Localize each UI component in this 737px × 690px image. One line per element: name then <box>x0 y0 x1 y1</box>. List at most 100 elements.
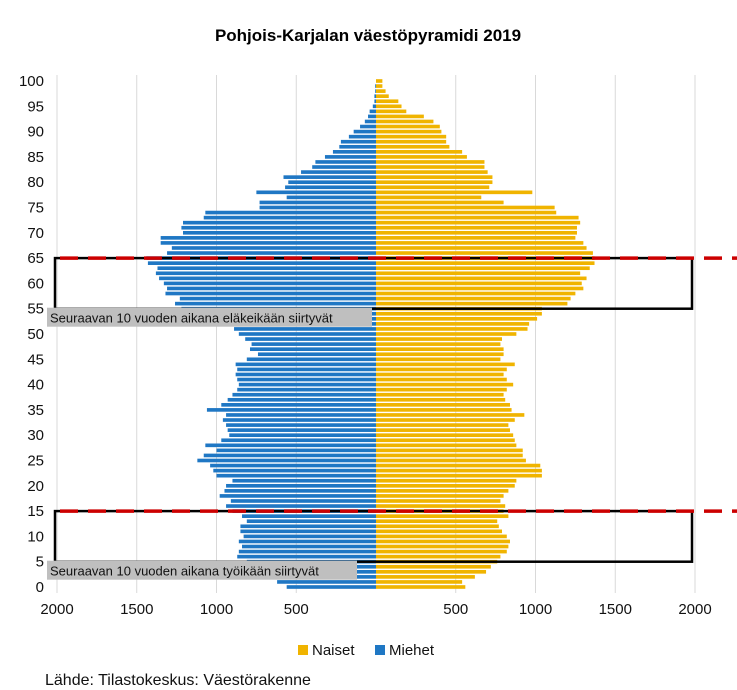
bar-naiset <box>376 99 399 104</box>
annotation-label: Seuraavan 10 vuoden aikana työikään siir… <box>50 564 319 579</box>
y-tick-label: 45 <box>27 351 44 368</box>
bar-naiset <box>376 170 488 174</box>
bar-naiset <box>376 301 568 306</box>
bar-naiset <box>376 311 542 316</box>
y-tick-label: 95 <box>27 98 44 115</box>
y-tick-label: 10 <box>27 528 44 545</box>
bar-miehet <box>246 519 376 524</box>
bar-naiset <box>376 124 440 129</box>
legend-swatch <box>375 645 385 655</box>
bar-miehet <box>257 352 376 357</box>
bar-naiset <box>376 428 510 432</box>
y-tick-label: 15 <box>27 503 44 520</box>
bar-naiset <box>376 478 517 483</box>
bar-miehet <box>221 438 376 443</box>
bar-miehet <box>243 534 376 539</box>
bar-miehet <box>221 403 376 407</box>
bar-naiset <box>376 220 581 225</box>
bar-miehet <box>369 109 376 114</box>
bar-naiset <box>376 352 504 357</box>
bar-naiset <box>376 296 571 301</box>
y-tick-label: 35 <box>27 402 44 419</box>
bar-naiset <box>376 225 577 230</box>
bar-naiset <box>376 529 503 534</box>
bar-miehet <box>226 483 376 488</box>
y-tick-label: 0 <box>36 579 44 596</box>
bar-naiset <box>376 438 515 443</box>
bar-miehet <box>237 554 376 559</box>
bar-naiset <box>376 443 517 448</box>
bar-miehet <box>256 190 376 195</box>
bar-miehet <box>259 205 376 210</box>
bar-miehet <box>175 301 376 306</box>
bar-miehet <box>238 539 376 544</box>
bar-miehet <box>339 144 376 149</box>
bar-naiset <box>376 291 576 296</box>
bar-miehet <box>238 382 376 387</box>
bar-naiset <box>376 160 485 164</box>
y-tick-label: 80 <box>27 174 44 191</box>
bar-miehet <box>364 119 376 124</box>
bar-naiset <box>376 403 510 407</box>
bar-miehet <box>205 443 376 448</box>
bar-miehet <box>374 99 376 104</box>
annotation-label-bg <box>47 307 372 327</box>
bar-naiset <box>376 84 383 88</box>
y-tick-label: 100 <box>19 73 44 90</box>
bar-naiset <box>376 327 528 331</box>
bar-naiset <box>376 569 487 574</box>
bar-naiset <box>376 372 504 377</box>
bar-miehet <box>301 170 376 174</box>
y-tick-label: 50 <box>27 326 44 343</box>
bar-miehet <box>219 494 376 498</box>
bar-miehet <box>277 580 376 584</box>
bar-miehet <box>167 251 376 255</box>
bar-miehet <box>238 549 376 554</box>
y-tick-label: 5 <box>36 554 44 571</box>
bar-naiset <box>376 251 593 255</box>
source-note: Lähde: Tilastokeskus: Väestörakenne <box>45 672 311 689</box>
bar-naiset <box>376 165 485 169</box>
bar-miehet <box>232 478 376 483</box>
annotation-label-bg <box>47 560 357 580</box>
bar-naiset <box>376 534 507 539</box>
chart-title: Pohjois-Karjalan väestöpyramidi 2019 <box>215 26 521 45</box>
legend-label: Naiset <box>312 642 355 659</box>
bar-naiset <box>376 246 587 250</box>
bar-naiset <box>376 266 590 271</box>
bar-miehet <box>242 514 376 518</box>
bar-miehet <box>197 458 376 463</box>
bar-naiset <box>376 463 541 468</box>
bar-naiset <box>376 413 525 417</box>
bar-naiset <box>376 79 383 83</box>
bar-naiset <box>376 554 501 559</box>
bar-naiset <box>376 453 523 458</box>
bar-miehet <box>249 347 376 352</box>
bar-miehet <box>171 246 376 250</box>
y-tick-label: 85 <box>27 149 44 166</box>
bar-miehet <box>238 332 376 336</box>
bar-naiset <box>376 514 509 518</box>
bar-miehet <box>375 89 376 93</box>
bar-miehet <box>286 585 376 589</box>
bar-miehet <box>251 342 376 346</box>
bar-miehet <box>163 281 376 286</box>
bar-miehet <box>203 453 376 458</box>
bar-miehet <box>312 165 376 169</box>
bar-naiset <box>376 539 510 544</box>
bar-miehet <box>315 160 376 164</box>
bar-miehet <box>167 286 376 291</box>
bar-naiset <box>376 190 533 195</box>
bar-naiset <box>376 347 504 352</box>
bar-miehet <box>245 337 376 341</box>
bar-miehet <box>242 544 376 549</box>
annotations: Seuraavan 10 vuoden aikana eläkeikään si… <box>47 256 737 580</box>
bar-naiset <box>376 489 509 493</box>
bar-naiset <box>376 397 506 402</box>
bar-miehet <box>324 155 376 159</box>
bar-miehet <box>332 150 376 154</box>
bar-naiset <box>376 281 582 286</box>
bar-naiset <box>376 175 493 179</box>
bar-miehet <box>259 200 376 205</box>
